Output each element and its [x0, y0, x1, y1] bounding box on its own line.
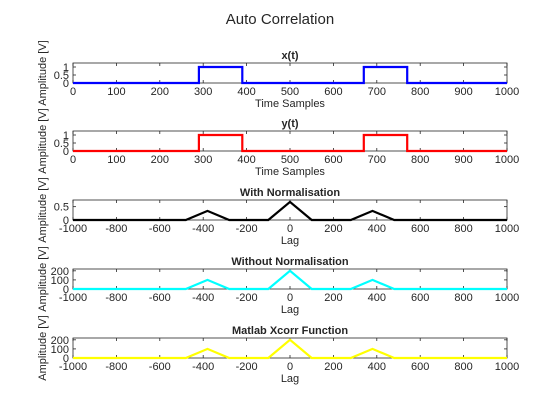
x-axis-label: Lag [281, 235, 299, 247]
subplot-title: With Normalisation [240, 187, 340, 199]
subplot-5: -1000 -800 -600 -400 -200 0 200 400 600 800 100001… [37, 315, 519, 385]
x-tick-label: 0 [287, 223, 293, 235]
y-axis-label: Amplitude [V] [37, 40, 49, 105]
x-tick-label: -400 [192, 292, 214, 304]
x-tick-label: 1000 [495, 361, 519, 373]
x-tick-label: -600 [149, 361, 171, 373]
x-tick-label: 600 [324, 154, 342, 166]
x-tick-label: -600 [149, 223, 171, 235]
x-tick-label: 600 [411, 223, 429, 235]
x-axis-label: Time Samples [255, 166, 325, 178]
x-tick-label: 500 [281, 86, 299, 98]
x-tick-label: 200 [151, 86, 169, 98]
x-tick-label: -200 [236, 361, 258, 373]
x-tick-label: 200 [324, 223, 342, 235]
x-tick-label: 800 [411, 154, 429, 166]
x-tick-label: 500 [281, 154, 299, 166]
x-tick-label: 600 [411, 292, 429, 304]
subplot-1: 0 100 200 300 400 500 600 700 800 900 100000.51x(t… [37, 40, 519, 110]
y-axis-label: Amplitude [V] [37, 315, 49, 380]
x-tick-label: -200 [236, 223, 258, 235]
subplot-3: -1000 -800 -600 -400 -200 0 200 400 600 800 100000… [37, 177, 519, 247]
x-tick-label: 1000 [495, 154, 519, 166]
x-tick-label: 600 [411, 361, 429, 373]
x-tick-label: 600 [324, 86, 342, 98]
x-tick-label: 1000 [495, 223, 519, 235]
figure-title: Auto Correlation [226, 11, 334, 28]
x-axis-label: Lag [281, 304, 299, 316]
x-tick-label: 1000 [495, 292, 519, 304]
x-tick-label: -600 [149, 292, 171, 304]
subplot-4: -1000 -800 -600 -400 -200 0 200 400 600 800 100001… [37, 246, 519, 316]
x-tick-label: -800 [105, 223, 127, 235]
x-axis-label: Time Samples [255, 98, 325, 110]
y-tick-label: 1 [63, 130, 69, 142]
y-tick-label: 0 [63, 215, 69, 227]
x-tick-label: 800 [411, 86, 429, 98]
y-axis-label: Amplitude [V] [37, 177, 49, 242]
x-tick-label: -400 [192, 223, 214, 235]
x-tick-label: 400 [237, 154, 255, 166]
x-tick-label: 0 [70, 86, 76, 98]
x-tick-label: 900 [454, 154, 472, 166]
x-tick-label: 800 [454, 292, 472, 304]
x-tick-label: 400 [368, 292, 386, 304]
x-tick-label: 100 [107, 86, 125, 98]
x-axis-label: Lag [281, 373, 299, 385]
x-tick-label: 700 [368, 154, 386, 166]
y-axis-label: Amplitude [V] [37, 108, 49, 173]
x-tick-label: -200 [236, 292, 258, 304]
x-tick-label: 800 [454, 223, 472, 235]
x-tick-label: 200 [324, 292, 342, 304]
x-tick-label: 400 [237, 86, 255, 98]
x-tick-label: -800 [105, 361, 127, 373]
x-tick-label: 0 [287, 361, 293, 373]
x-tick-label: 700 [368, 86, 386, 98]
subplot-title: y(t) [281, 118, 298, 130]
x-tick-label: 300 [194, 86, 212, 98]
y-axis-label: Amplitude [V] [37, 246, 49, 311]
subplot-title: x(t) [281, 50, 298, 62]
x-tick-label: 0 [287, 292, 293, 304]
x-tick-label: -400 [192, 361, 214, 373]
x-tick-label: 100 [107, 154, 125, 166]
x-tick-label: 900 [454, 86, 472, 98]
x-tick-label: 1000 [495, 86, 519, 98]
x-tick-label: 200 [324, 361, 342, 373]
y-tick-label: 200 [51, 266, 69, 278]
x-tick-label: 300 [194, 154, 212, 166]
x-tick-label: 200 [151, 154, 169, 166]
subplot-2: 0 100 200 300 400 500 600 700 800 900 100000.51y(t… [37, 108, 519, 178]
y-tick-label: 0.5 [54, 202, 69, 214]
x-tick-label: -800 [105, 292, 127, 304]
subplots: 0 100 200 300 400 500 600 700 800 900 100000.51x(t… [37, 40, 519, 385]
x-tick-label: 800 [454, 361, 472, 373]
subplot-title: Matlab Xcorr Function [232, 325, 348, 337]
subplot-title: Without Normalisation [231, 256, 349, 268]
y-tick-label: 1 [63, 62, 69, 74]
y-tick-label: 200 [51, 335, 69, 347]
x-tick-label: 400 [368, 223, 386, 235]
x-tick-label: 0 [70, 154, 76, 166]
x-tick-label: 400 [368, 361, 386, 373]
